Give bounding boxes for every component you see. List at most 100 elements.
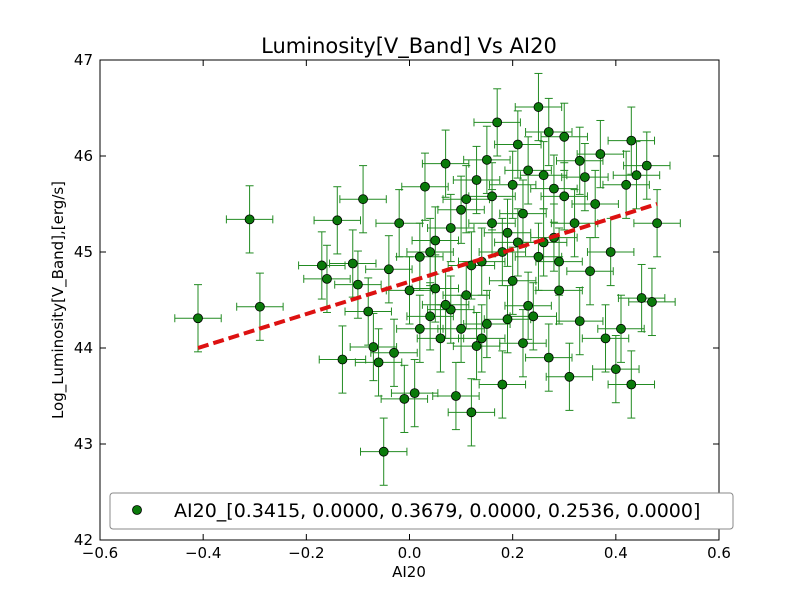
data-point-19 [409,388,420,399]
data-point-17 [399,393,410,404]
data-point-68 [481,154,492,165]
data-point-28 [456,204,466,215]
data-point-59 [616,323,626,334]
data-point-73 [445,223,456,233]
data-point-60 [621,179,632,190]
data-point-76 [507,179,518,190]
data-point-47 [554,285,564,296]
data-point-27 [451,391,461,401]
data-point-18 [404,285,415,296]
y-axis-label: Log_Luminosity[V_Band],[erg/s] [49,181,68,419]
plot-area [174,72,681,486]
data-point-9 [358,194,368,205]
data-point-38 [507,275,518,286]
data-point-89 [414,251,425,262]
legend: AI20_[0.3415, 0.0000, 0.3679, 0.0000, 0.… [109,492,734,530]
data-point-52 [579,172,590,183]
data-point-75 [476,333,487,344]
data-point-40 [518,338,528,349]
data-point-2 [255,301,265,312]
data-point-88 [425,247,436,257]
data-point-16 [394,218,405,229]
fit-line [197,202,658,350]
data-point-66 [647,297,657,307]
x-tick-label: 0.2 [501,544,525,562]
x-tick-label: 0.6 [707,544,731,562]
data-point-67 [652,218,662,229]
data-point-90 [471,341,482,351]
chart-title: Luminosity[V_Band] Vs AI20 [261,34,557,59]
data-point-36 [497,379,508,390]
data-point-24 [435,333,446,344]
data-point-1 [244,214,255,225]
data-point-50 [569,218,580,229]
y-tick-label: 46 [74,147,93,165]
x-tick-label: −0.4 [185,544,221,562]
data-point-85 [538,170,549,181]
data-point-25 [440,158,451,169]
data-point-53 [585,266,595,277]
data-point-31 [471,175,482,185]
data-point-48 [559,131,570,142]
y-tick-label: 47 [74,51,93,69]
data-point-55 [595,149,606,159]
data-point-46 [549,183,559,194]
data-point-54 [590,199,601,209]
data-point-42 [528,311,539,322]
data-point-33 [481,319,492,329]
y-tick-label: 45 [74,243,93,261]
data-point-80 [487,218,497,229]
legend-entry-label: AI20_[0.3415, 0.0000, 0.3679, 0.0000, 0.… [174,500,700,522]
x-tick-label: −0.6 [82,544,118,562]
data-point-62 [626,379,637,390]
data-point-5 [332,215,343,226]
x-tick-label: 0.4 [604,544,628,562]
data-point-65 [641,160,652,171]
data-point-56 [600,333,611,344]
data-point-87 [440,299,451,310]
data-point-41 [523,165,534,176]
x-tick-label: 0.0 [398,544,422,562]
data-point-81 [523,300,534,311]
data-point-8 [353,279,363,290]
data-point-21 [420,181,430,192]
data-point-3 [316,260,327,271]
data-point-11 [368,342,379,352]
data-point-29 [461,290,472,301]
data-point-77 [533,251,544,262]
data-point-51 [574,316,585,327]
data-point-4 [322,273,332,284]
data-point-15 [389,347,399,358]
data-point-45 [543,352,554,363]
data-point-71 [543,127,554,137]
data-point-61 [626,135,637,146]
data-point-6 [337,354,348,365]
data-point-78 [559,191,570,202]
data-point-86 [461,194,472,205]
data-point-79 [456,323,466,334]
data-point-57 [605,247,616,257]
y-tick-label: 42 [74,531,93,549]
data-point-20 [414,323,425,334]
data-point-74 [430,283,441,294]
data-point-84 [502,314,513,325]
data-point-37 [502,227,513,238]
axes: −0.6 −0.4 −0.2 0.0 0.2 0.4 0.6 42 43 44 45 46 47 [74,51,731,562]
data-point-13 [378,446,389,457]
data-point-43 [533,102,544,112]
data-point-83 [574,155,585,166]
data-point-7 [347,258,358,269]
data-point-0 [193,313,203,324]
y-tick-label: 43 [74,435,93,453]
data-point-23 [430,235,441,246]
data-point-1-errorbars [225,185,274,254]
data-point-70 [518,208,528,219]
data-point-63 [631,170,642,181]
data-point-34 [487,191,497,202]
data-point-92 [554,256,564,267]
data-point-22 [425,311,436,322]
data-point-39 [512,139,523,150]
data-point-12 [373,357,384,368]
data-point-14 [383,264,394,275]
